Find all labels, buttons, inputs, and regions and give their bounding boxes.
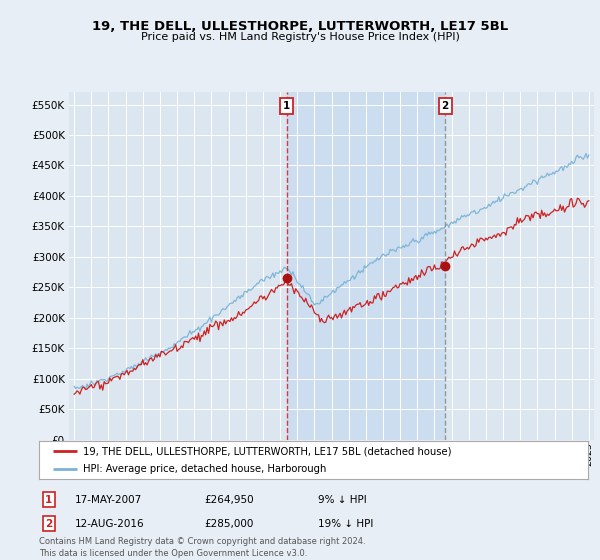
Text: £285,000: £285,000 [204,519,253,529]
Text: 9% ↓ HPI: 9% ↓ HPI [318,494,367,505]
Text: 2: 2 [45,519,52,529]
Text: 19% ↓ HPI: 19% ↓ HPI [318,519,373,529]
Text: 19, THE DELL, ULLESTHORPE, LUTTERWORTH, LE17 5BL (detached house): 19, THE DELL, ULLESTHORPE, LUTTERWORTH, … [83,446,451,456]
Text: 17-MAY-2007: 17-MAY-2007 [75,494,142,505]
Text: 1: 1 [283,101,290,111]
Text: Price paid vs. HM Land Registry's House Price Index (HPI): Price paid vs. HM Land Registry's House … [140,32,460,43]
Text: HPI: Average price, detached house, Harborough: HPI: Average price, detached house, Harb… [83,464,326,474]
Text: 2: 2 [442,101,449,111]
Text: Contains HM Land Registry data © Crown copyright and database right 2024.
This d: Contains HM Land Registry data © Crown c… [39,537,365,558]
Text: 1: 1 [45,494,52,505]
Bar [287,92,445,440]
Text: £264,950: £264,950 [204,494,254,505]
Text: 19, THE DELL, ULLESTHORPE, LUTTERWORTH, LE17 5BL: 19, THE DELL, ULLESTHORPE, LUTTERWORTH, … [92,20,508,32]
Text: 12-AUG-2016: 12-AUG-2016 [75,519,145,529]
